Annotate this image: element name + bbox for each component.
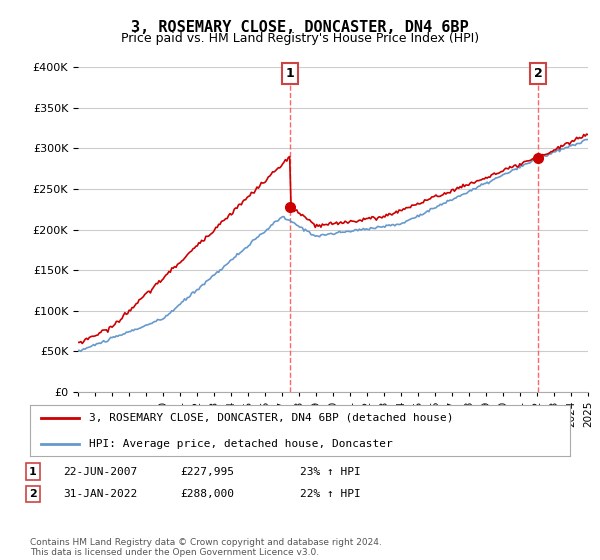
Text: 23% ↑ HPI: 23% ↑ HPI [300, 466, 361, 477]
Text: 22% ↑ HPI: 22% ↑ HPI [300, 489, 361, 499]
Text: 2: 2 [534, 67, 543, 80]
Text: 1: 1 [286, 67, 295, 80]
Text: HPI: Average price, detached house, Doncaster: HPI: Average price, detached house, Donc… [89, 438, 393, 449]
Text: Price paid vs. HM Land Registry's House Price Index (HPI): Price paid vs. HM Land Registry's House … [121, 32, 479, 45]
Text: Contains HM Land Registry data © Crown copyright and database right 2024.
This d: Contains HM Land Registry data © Crown c… [30, 538, 382, 557]
Text: 2: 2 [29, 489, 37, 499]
Text: 31-JAN-2022: 31-JAN-2022 [63, 489, 137, 499]
Text: 22-JUN-2007: 22-JUN-2007 [63, 466, 137, 477]
Text: £288,000: £288,000 [180, 489, 234, 499]
Text: £227,995: £227,995 [180, 466, 234, 477]
Text: 1: 1 [29, 466, 37, 477]
Text: 3, ROSEMARY CLOSE, DONCASTER, DN4 6BP: 3, ROSEMARY CLOSE, DONCASTER, DN4 6BP [131, 20, 469, 35]
Text: 3, ROSEMARY CLOSE, DONCASTER, DN4 6BP (detached house): 3, ROSEMARY CLOSE, DONCASTER, DN4 6BP (d… [89, 413, 454, 423]
